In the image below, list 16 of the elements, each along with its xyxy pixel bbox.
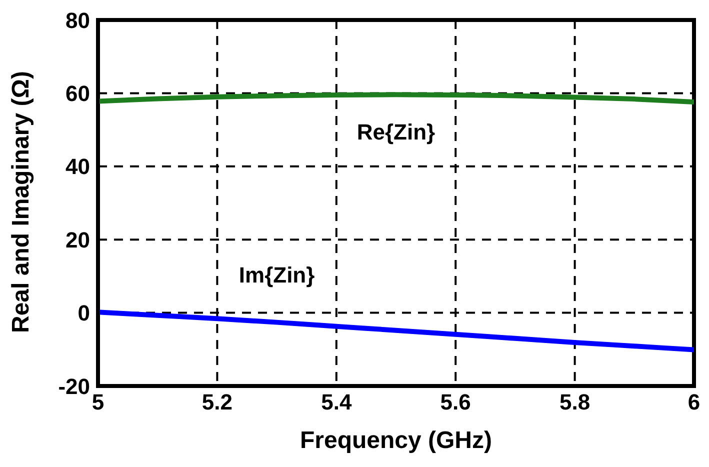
y-tick-label: 0 [78,300,90,326]
x-tick-label: 6 [688,390,700,415]
y-tick-label: 80 [66,8,90,33]
series-label: Re{Zin} [356,120,436,145]
y-tick-label: 40 [66,154,90,180]
y-tick-label: 20 [66,227,90,252]
y-axis-title: Real and Imaginary (Ω) [8,71,35,333]
x-tick-label: 5 [92,390,104,415]
y-tick-label: 60 [66,81,90,106]
x-tick-label: 5.2 [202,390,232,415]
x-tick-label: 5.8 [560,390,590,415]
x-tick-label: 5.4 [321,390,352,415]
y-tick-label: -20 [58,374,90,399]
x-axis-title: Frequency (GHz) [300,427,492,454]
x-tick-label: 5.6 [440,390,471,415]
series-label: Im{Zin} [238,262,316,288]
